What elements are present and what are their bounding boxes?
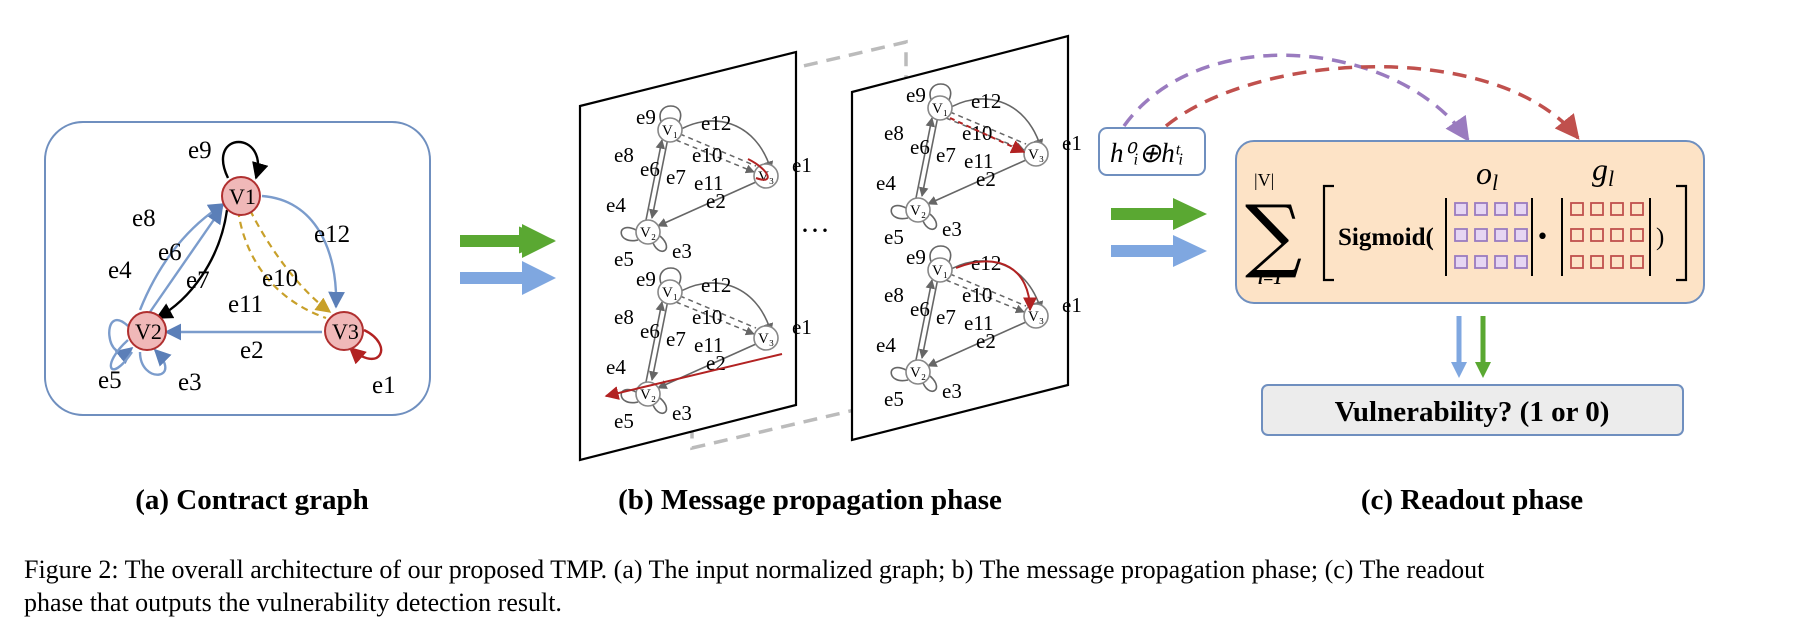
edge-e8 [138,202,226,311]
label-e4: e4 [108,257,132,284]
figure-caption: Figure 2: The overall architecture of ou… [24,553,1794,619]
edge-e6 [149,206,223,313]
panel-a-edges [108,141,383,376]
panel-b-message-propagation: ··· [578,34,1082,462]
edge-e1 [348,328,383,365]
arrows-a-to-b [460,224,556,295]
panel-c-readout: h⁰ᵢ⊕hᵗᵢ |V| ∑ i=1 Sigmoid( ol • gl [1098,53,1705,436]
node-v2: V2 [127,311,167,351]
edge-e9 [221,141,269,180]
sum-symbol: ∑ [1245,188,1302,281]
label-e1: e1 [372,372,396,399]
close-paren: ) [1656,224,1664,251]
edge-e5 [109,339,133,371]
edge-e12 [261,194,345,309]
panel-c-label: (c) Readout phase [1361,484,1583,516]
green-arrow-icon [1111,208,1173,220]
result-box [1261,384,1684,436]
node-v1-label: V1 [229,184,256,209]
label-e8: e8 [132,205,156,232]
g-l-label: gl [1592,151,1614,191]
o-l-matrix [1454,202,1528,269]
sum-upper-bound: |V| [1254,170,1274,190]
blue-arrow-icon [460,272,522,284]
edge-e11 [236,209,327,320]
label-e9: e9 [188,137,212,164]
label-e5: e5 [98,367,122,394]
label-e7: e7 [186,267,210,294]
node-v3: V3 [324,311,364,351]
edge-e10 [249,209,332,313]
node-v1: V1 [221,176,261,216]
o-l-label: ol [1476,155,1498,195]
label-e2: e2 [240,337,264,364]
blue-arrow-icon [1111,245,1173,257]
caption-line-1: Figure 2: The overall architecture of ou… [24,555,1485,584]
sum-lower-bound: i=1 [1258,268,1282,288]
label-e3: e3 [178,369,202,396]
dot-operator: • [1536,225,1549,250]
sigmoid-label: Sigmoid( [1338,224,1434,251]
concat-box [1098,127,1206,176]
result-label: Vulnerability? (1 or 0) [1335,396,1610,428]
panel-b-label: (b) Message propagation phase [618,484,1002,516]
panel-a-label: (a) Contract graph [135,484,369,516]
edge-e4 [108,318,134,365]
label-e11: e11 [228,291,263,318]
edge-e7 [155,209,229,320]
panel-a-edge-labels: e1 e2 e3 e4 e5 e6 e7 e8 e9 e10 e11 e12 [98,137,396,399]
ellipsis: ··· [800,214,830,247]
panel-a-contract-graph: V1 V2 V3 e1 e2 e3 e4 e5 e6 e7 e8 e9 e10 … [44,121,431,416]
g-l-matrix [1570,202,1644,269]
concat-formula: h⁰ᵢ⊕hᵗᵢ [1110,138,1184,168]
edge-e3 [138,348,172,376]
label-e12: e12 [314,221,350,248]
readout-box [1235,140,1705,304]
node-v2-label: V2 [135,319,162,344]
caption-line-2: phase that outputs the vulnerability det… [24,588,562,617]
label-e10: e10 [262,265,298,292]
architecture-figure: V₁ V₃ V₂ e9 e12 e8 e6 e7 e10 e11 e4 e1 e… [44,34,1705,516]
node-v3-label: V3 [332,319,359,344]
label-e6: e6 [158,239,182,266]
